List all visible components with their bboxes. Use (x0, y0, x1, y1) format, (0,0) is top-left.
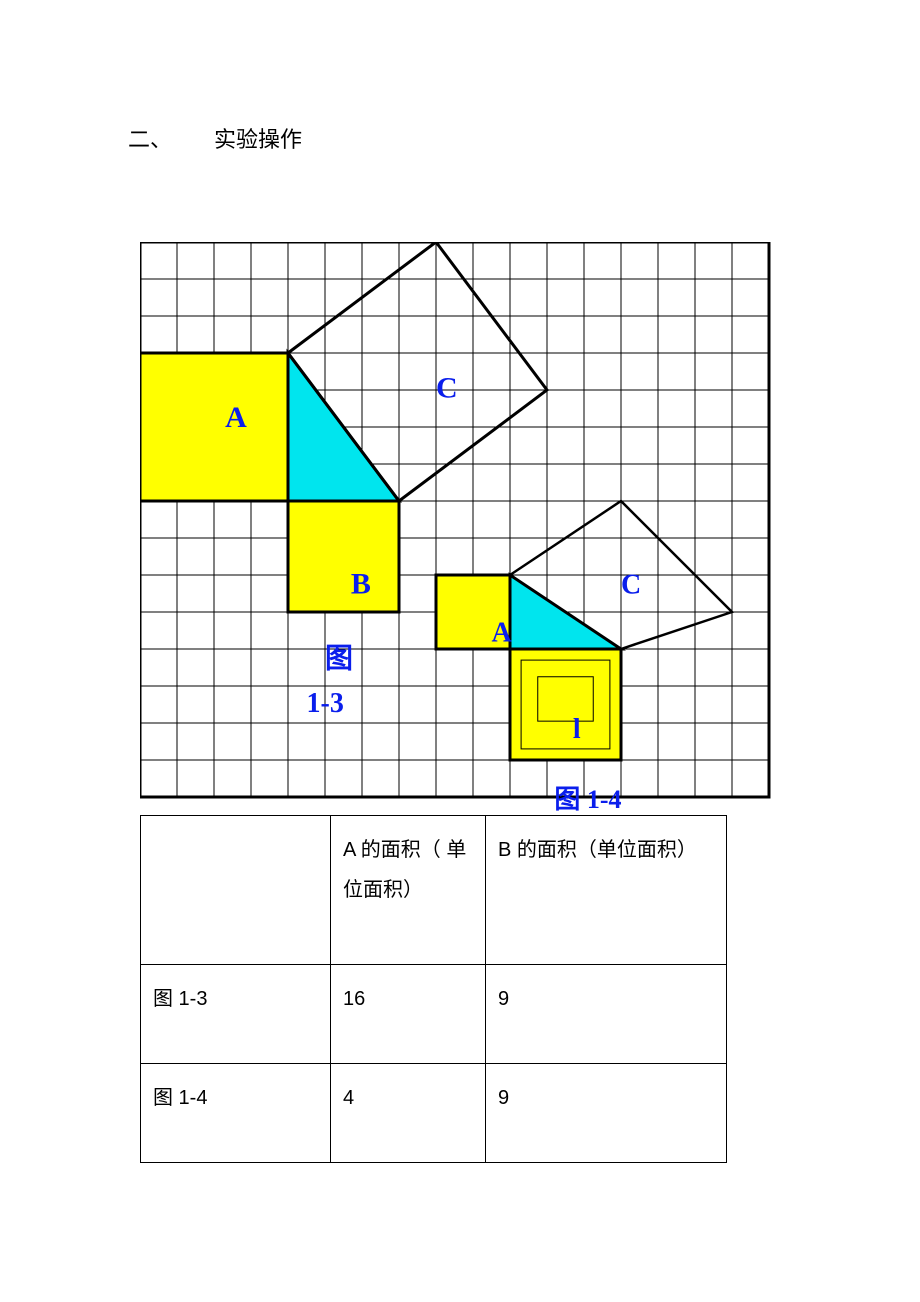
table-cell: 图 1-3 (141, 965, 331, 1064)
svg-text:图: 图 (325, 644, 353, 675)
table-cell: 4 (331, 1064, 486, 1163)
table-cell: 9 (486, 1064, 727, 1163)
svg-text:1-3: 1-3 (307, 688, 344, 719)
diagram: A B C 图 1-3 A Cl 图 1-4 (140, 242, 789, 832)
svg-text:B: B (351, 568, 371, 601)
svg-text:l: l (573, 714, 581, 745)
table-header-b: B 的面积（单位面积） (486, 816, 727, 965)
heading-title: 实验操作 (214, 122, 302, 154)
table-header-blank (141, 816, 331, 965)
area-table: A 的面积（ 单 位面积） B 的面积（单位面积） 图 1-3 16 9 图 1… (140, 815, 727, 1163)
svg-text:C: C (436, 371, 458, 404)
svg-text:C: C (621, 570, 641, 601)
svg-text:图 1-4: 图 1-4 (554, 785, 621, 814)
table-cell: 图 1-4 (141, 1064, 331, 1163)
table-header-a: A 的面积（ 单 位面积） (331, 816, 486, 965)
page: 二、 实验操作 A B C 图 1-3 A Cl 图 1-4 A 的面积（ 单 位面积） B … (0, 0, 920, 1302)
svg-text:A: A (225, 401, 247, 434)
table-cell: 16 (331, 965, 486, 1064)
heading-number: 二、 (128, 122, 172, 154)
table-cell: 9 (486, 965, 727, 1064)
svg-text:A: A (492, 618, 513, 649)
